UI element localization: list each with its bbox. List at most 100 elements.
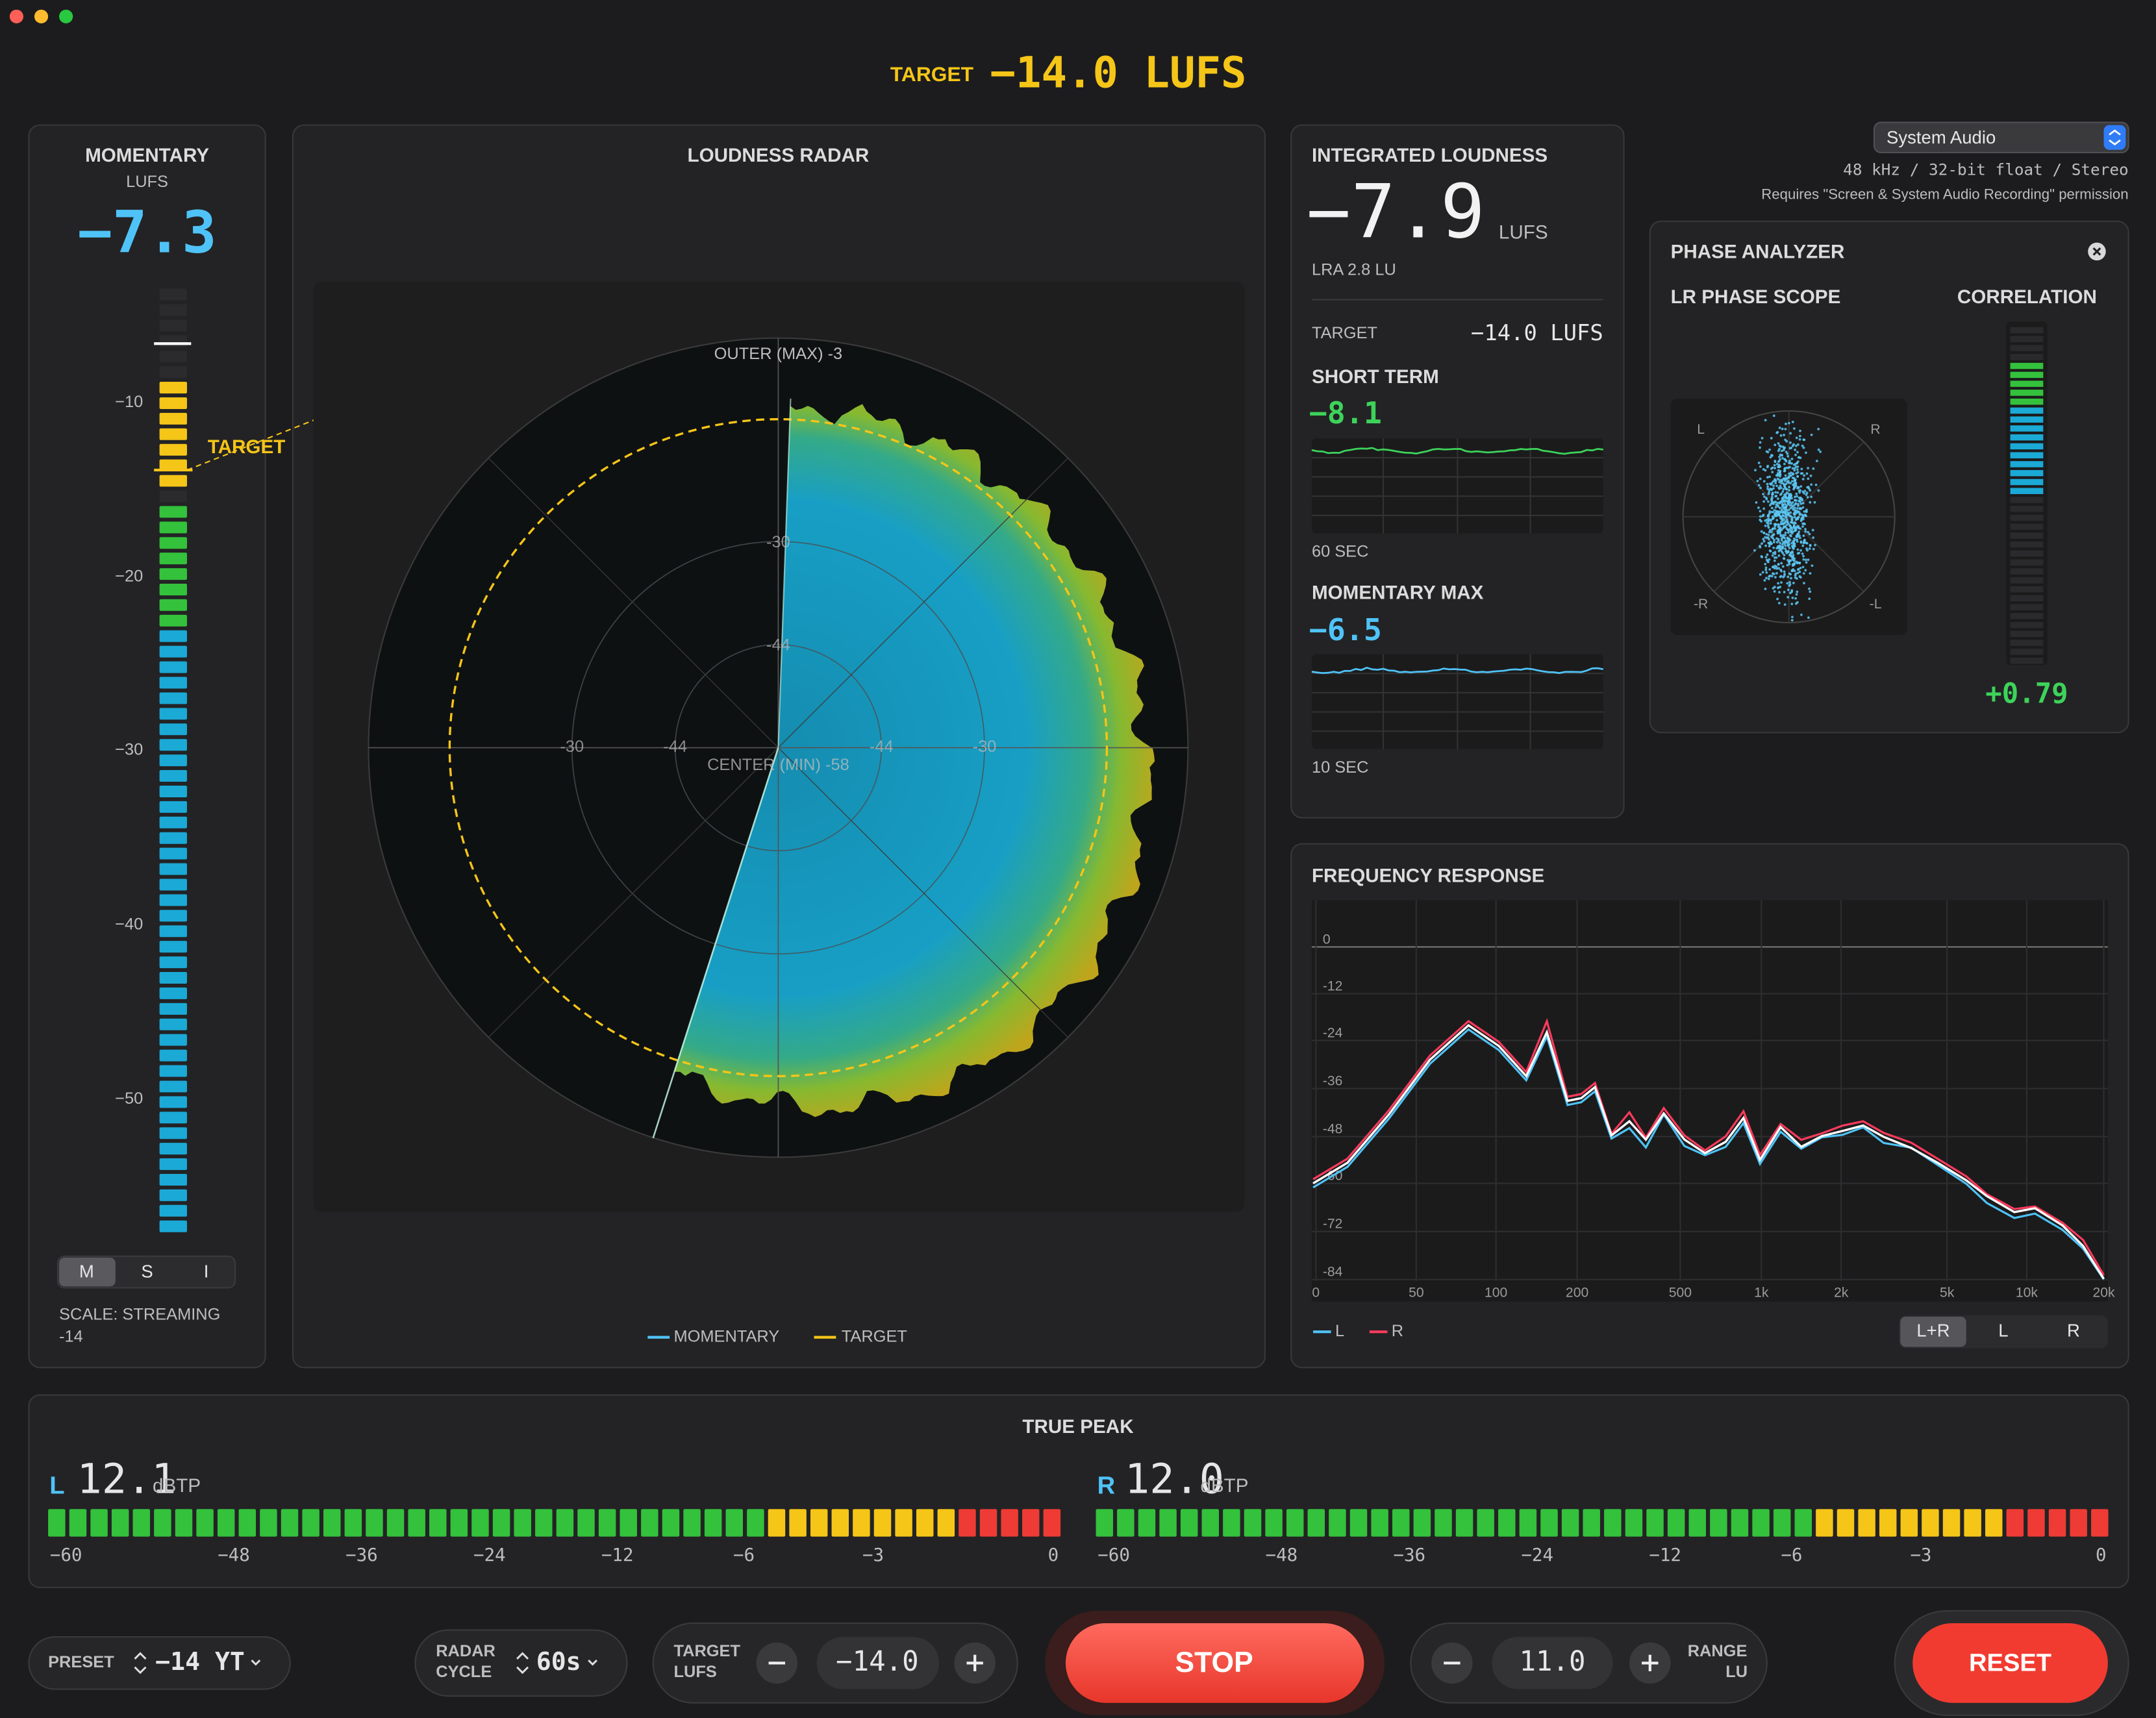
scope-dot [1800,517,1803,520]
peak-segment [2027,1509,2045,1537]
scope-dot [1819,450,1822,453]
scope-dot [1796,468,1799,471]
meter-segment [159,708,187,720]
minimize-button[interactable] [34,9,49,23]
scope-dot [1794,574,1797,577]
mode-label: M [79,1261,94,1281]
scope-dot [1772,510,1775,514]
peak-segment [238,1509,257,1537]
scope-dot [1769,518,1772,521]
preset-control[interactable] [28,1636,291,1690]
tab-label[interactable]: L+R [1916,1320,1949,1340]
scope-dot [1777,545,1779,548]
scope-dot [1789,551,1792,554]
scope-dot [1798,507,1801,510]
scope-dot [1796,475,1799,478]
scope-dot [1773,464,1776,467]
target-label: TARGET [674,1642,741,1660]
meter-segment [159,1112,187,1124]
meter-segment [159,412,187,425]
scope-dot [1779,527,1781,530]
scope-dot [1802,522,1805,525]
scope-dot [1774,553,1777,555]
scope-dot [1788,486,1790,489]
stop-button[interactable] [1065,1623,1364,1703]
peak-scale-label: −12 [601,1545,634,1565]
peak-segment [937,1509,955,1537]
lra: LRA 2.8 LU [1312,261,1396,279]
peak-segment [1900,1509,1918,1537]
scope-dot [1759,486,1762,490]
peak-segment [196,1509,214,1537]
scope-dot [1767,519,1770,523]
scope-dot [1767,577,1770,580]
scope-dot [1791,596,1794,599]
device-select[interactable] [1873,121,2129,154]
peak-segment [810,1509,828,1537]
scope-dot [1791,501,1794,504]
short-term-title: SHORT TERM [1312,366,1439,388]
scope-dot [1796,462,1799,465]
scope-dot [1799,497,1802,500]
reset-button[interactable] [1912,1623,2108,1703]
scope-dot [1770,502,1773,505]
scope-dot [1796,507,1799,510]
scope-dot [1788,504,1792,507]
scope-dot [1801,544,1805,547]
meter-segment [159,553,187,565]
peak-segment [1540,1509,1558,1537]
scope-dot [1801,525,1804,528]
scope-dot [1764,419,1767,422]
target-field[interactable] [816,1637,940,1689]
scope-dot [1759,515,1762,518]
scope-dot [1785,518,1788,521]
scope-dot [1778,480,1781,484]
zoom-button[interactable] [59,9,73,23]
scope-dot [1780,539,1783,542]
scope-dot [1777,582,1780,585]
scope-dot [1777,554,1781,557]
frequency-plot: 0-12-24-36-48-60-72-840 50 100 200 500 1k 2k 5k… [1311,900,2115,1301]
scope-dot [1799,519,1803,522]
scope-dot [1810,495,1813,499]
meter-segment [159,537,187,549]
peak-segment [1879,1509,1897,1537]
peak-segment [2070,1509,2087,1537]
meter-segment [159,568,187,580]
scope-dot [1781,552,1785,554]
meter-segment [159,941,187,953]
tab-label[interactable]: R [2067,1320,2080,1340]
momentary-max-window: 10 SEC [1312,758,1369,777]
scope-dot [1766,485,1769,488]
scope-dot [1757,506,1760,509]
scope-dot [1794,444,1798,447]
scope-dot [1810,483,1813,486]
tab-label[interactable]: L [1998,1320,2008,1340]
range-field[interactable] [1492,1637,1613,1689]
scope-dot [1781,497,1785,501]
scope-dot [1801,566,1805,569]
scope-dot [1786,542,1789,545]
meter-segment [159,739,187,751]
scope-dot [1801,552,1804,555]
scope-dot [1781,503,1785,506]
scope-dot [1810,433,1813,436]
scope-dot [1761,556,1764,558]
scope-dot [1794,602,1798,605]
peak-segment [1455,1509,1473,1537]
meter-segment [159,599,187,611]
scope-dot [1783,521,1786,525]
momentary-unit: LUFS [126,173,168,191]
scope-dot [1767,514,1770,517]
scope-dot [1797,456,1800,459]
x-label: 0 [1312,1286,1320,1301]
peak-segment [69,1509,87,1537]
scope-dot [1777,460,1780,463]
scope-dot [1786,537,1789,540]
meter-segment [159,1204,187,1217]
radar-cycle-control[interactable] [414,1629,628,1697]
peak-segment [704,1509,722,1537]
close-button[interactable] [9,9,23,23]
scope-dot [1791,472,1794,475]
scope-dot [1785,541,1788,544]
